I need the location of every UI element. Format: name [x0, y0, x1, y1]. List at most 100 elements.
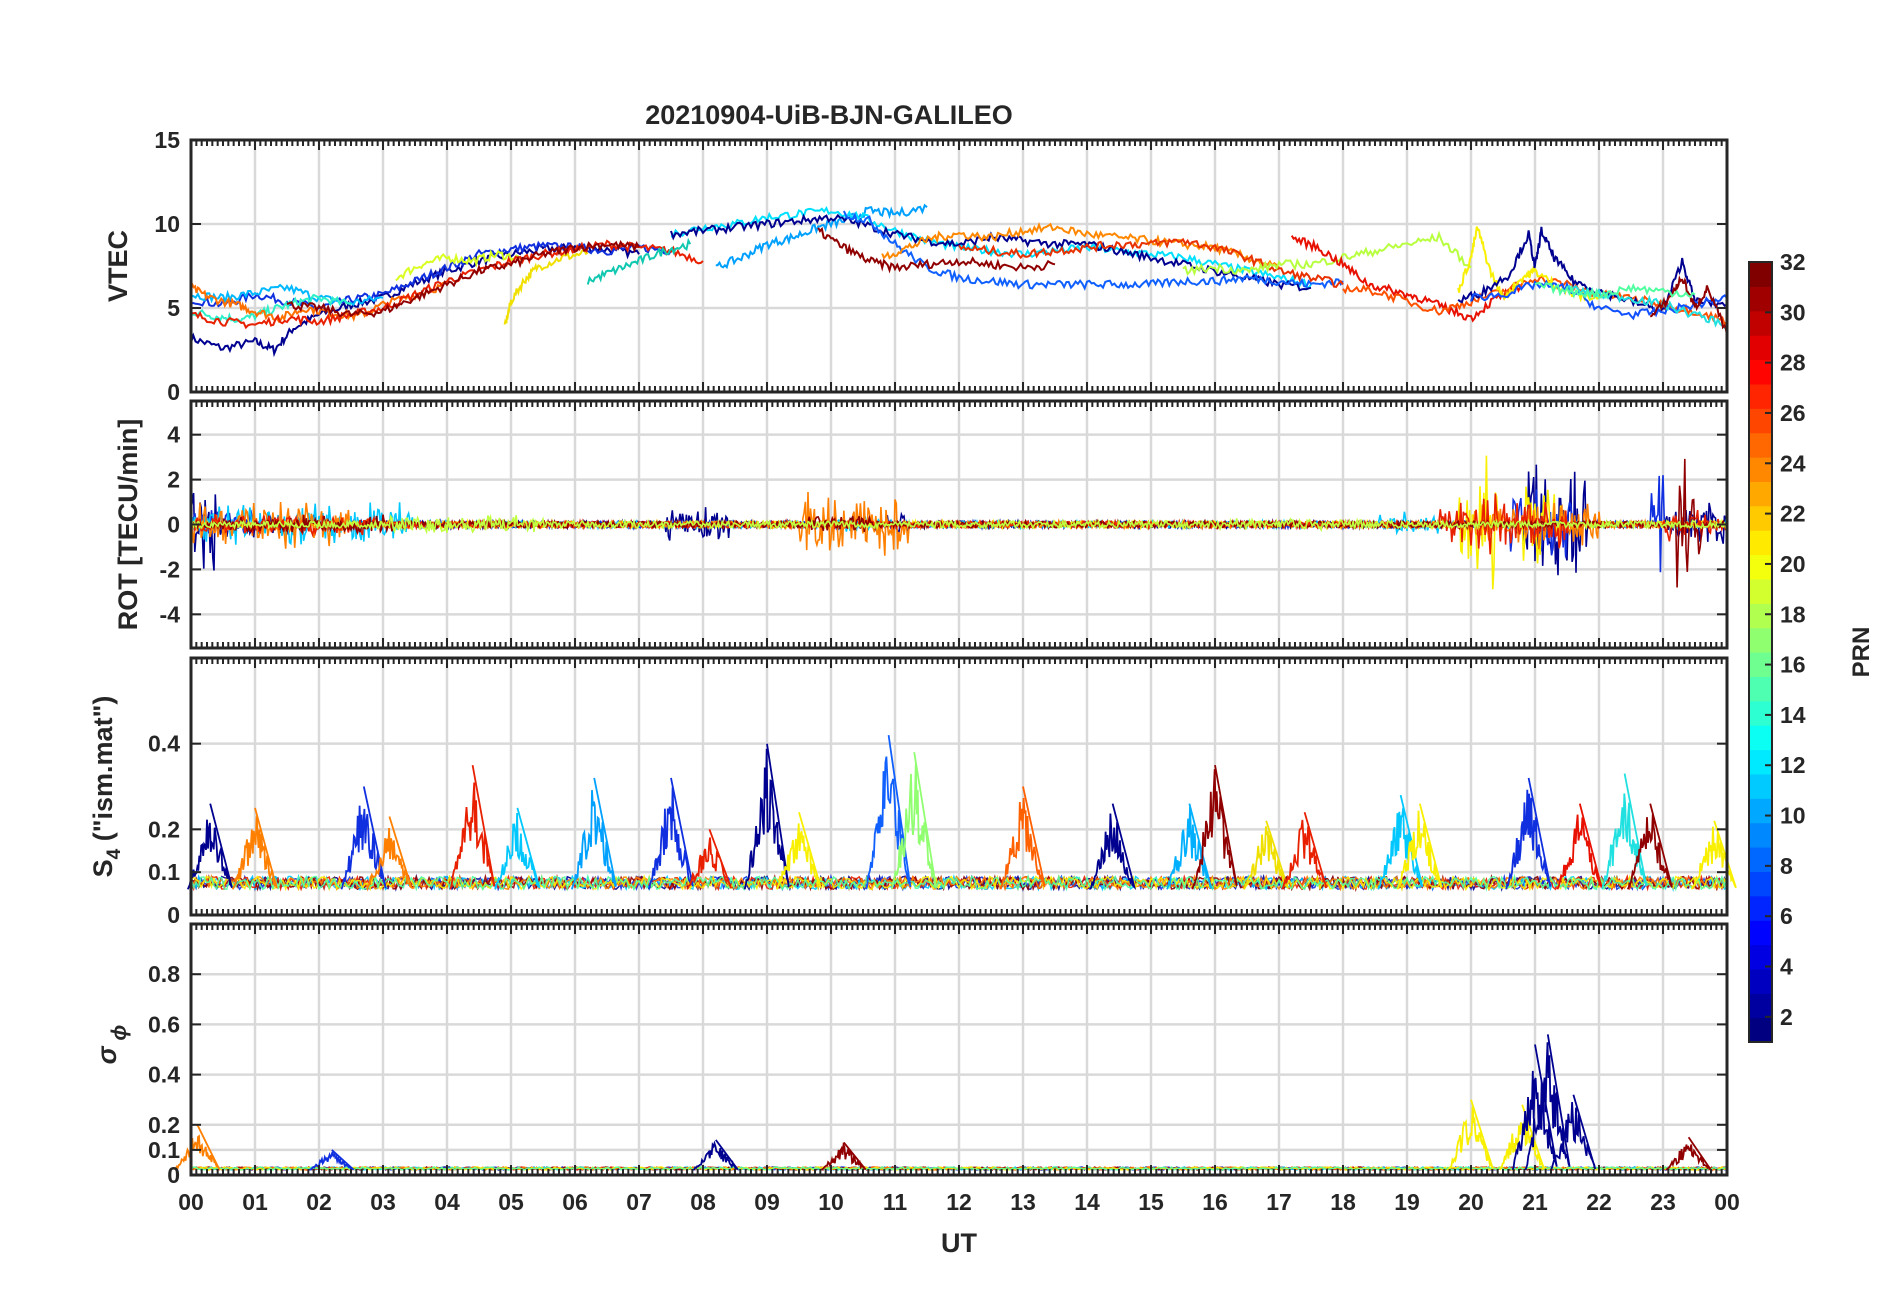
colorbar-segment: [1749, 481, 1772, 507]
peak-trace: [1505, 777, 1552, 890]
peak-trace: [1166, 803, 1213, 890]
vtec-series-line: [842, 210, 1344, 291]
y-tick-label: 0.4: [148, 731, 180, 757]
peak-trace: [890, 752, 937, 890]
peak-trace: [1243, 820, 1289, 890]
colorbar-tick-label: 6: [1780, 903, 1793, 929]
colorbar-segment: [1749, 554, 1772, 580]
x-tick-label: 13: [1010, 1189, 1036, 1215]
x-tick-label: 22: [1586, 1189, 1612, 1215]
peak-trace: [186, 803, 233, 890]
x-tick-label: 09: [754, 1189, 780, 1215]
peak-trace: [775, 811, 822, 890]
peak-trace: [231, 807, 278, 890]
x-tick-label: 19: [1394, 1189, 1420, 1215]
colorbar-label: PRN: [1848, 627, 1875, 678]
peak-trace: [1089, 803, 1137, 891]
panel-vtec: 0 5 10 15 VTEC: [103, 127, 1729, 405]
x-tick-label: 00: [1714, 1189, 1740, 1215]
vtec-series-line: [190, 280, 448, 323]
chart-title: 20210904-UiB-BJN-GALILEO: [645, 100, 1013, 130]
series-group: [186, 734, 1737, 893]
peak-trace: [1665, 1136, 1714, 1172]
colorbar-tick-label: 12: [1780, 752, 1806, 778]
vtec-series-line: [1457, 226, 1728, 315]
x-tick-label: 06: [562, 1189, 588, 1215]
y-tick-label: 0.6: [148, 1011, 180, 1037]
x-tick-label: 15: [1138, 1189, 1164, 1215]
vtec-series-line: [1342, 274, 1728, 327]
y-tick-label: 15: [154, 127, 180, 153]
x-tick-label: 18: [1330, 1189, 1356, 1215]
colorbar-segment: [1749, 822, 1772, 848]
y-tick-label: 0.4: [148, 1062, 180, 1088]
y-tick-label: 0: [167, 512, 180, 538]
x-tick-label: 00: [178, 1189, 204, 1215]
colorbar-segment: [1749, 920, 1772, 946]
peak-trace: [570, 777, 617, 890]
colorbar-segment: [1749, 530, 1772, 556]
y-tick-label: 0.2: [148, 1112, 180, 1138]
peak-trace: [1690, 820, 1737, 890]
colorbar-tick-label: 14: [1780, 702, 1806, 728]
x-tick-label: 01: [242, 1189, 268, 1215]
x-tick-label: 04: [434, 1189, 460, 1215]
colorbar-segment: [1749, 1017, 1772, 1043]
vtec-series-line: [670, 205, 1312, 290]
vtec-series-line: [1534, 281, 1696, 301]
peak-trace: [999, 786, 1046, 890]
peak-trace: [865, 734, 912, 890]
colorbar-segment: [1749, 944, 1772, 970]
x-tick-label: 16: [1202, 1189, 1228, 1215]
colorbar-segment: [1749, 359, 1772, 385]
y-tick-label: -4: [160, 601, 181, 627]
colorbar-segment: [1749, 627, 1772, 653]
colorbar-frame: [1748, 261, 1773, 1043]
colorbar-segment: [1749, 286, 1772, 312]
colorbar-segment: [1749, 578, 1772, 604]
peak-trace: [1447, 1099, 1494, 1171]
colorbar-segment: [1749, 871, 1772, 897]
x-tick-label: 08: [690, 1189, 716, 1215]
colorbar-segment: [1749, 700, 1772, 726]
y-axis-title: ROT [TECU/min]: [113, 419, 143, 630]
peak-trace: [366, 816, 413, 890]
x-tick-label: 21: [1522, 1189, 1548, 1215]
colorbar-segment: [1749, 505, 1772, 531]
colorbar-tick-label: 4: [1780, 954, 1793, 980]
vtec-series-line: [286, 239, 640, 318]
y-tick-label: 10: [154, 211, 180, 237]
x-tick-label: 05: [498, 1189, 524, 1215]
colorbar-segment: [1749, 993, 1772, 1019]
x-tick-label: 03: [370, 1189, 396, 1215]
y-tick-label: 0.2: [148, 816, 180, 842]
y-tick-label: 0.8: [148, 961, 180, 987]
x-tick-label: 02: [306, 1189, 332, 1215]
colorbar-segment: [1749, 603, 1772, 629]
panel-s4: 0 0.1 0.2 0.4 S4 ("ism.mat"): [88, 656, 1737, 928]
vtec-series-line: [190, 293, 352, 324]
colorbar-segment: [1749, 968, 1772, 994]
x-tick-label: 17: [1266, 1189, 1292, 1215]
vtec-series-line: [190, 283, 384, 307]
y-tick-label: -2: [160, 556, 180, 582]
colorbar-tick-label: 16: [1780, 652, 1806, 678]
colorbar-tick-label: 2: [1780, 1004, 1793, 1030]
panel-rot: -4 -2 0 2 4 ROT [TECU/min]: [113, 399, 1729, 650]
peak-trace: [1601, 773, 1648, 890]
colorbar-tick-label: 24: [1780, 450, 1806, 476]
vtec-series-line: [503, 249, 589, 325]
vtec-series-line: [586, 237, 692, 285]
x-tick-label: 23: [1650, 1189, 1676, 1215]
x-tick-label: 14: [1074, 1189, 1100, 1215]
vtec-series-line: [817, 226, 1056, 274]
peak-trace: [308, 1149, 355, 1171]
x-tick-label: 11: [883, 1189, 908, 1215]
vtec-series-line: [881, 222, 1280, 269]
peak-trace: [1281, 811, 1328, 890]
x-tick-label: 12: [946, 1189, 972, 1215]
peak-trace: [1511, 1044, 1558, 1171]
y-tick-label: 0: [167, 902, 180, 928]
y-tick-label: 5: [167, 295, 180, 321]
